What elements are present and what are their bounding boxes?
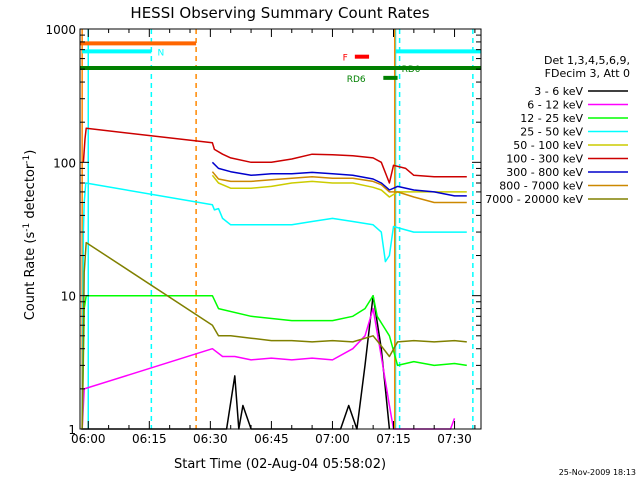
series-line bbox=[81, 182, 467, 430]
flag-labels: N F RD6 RD0 bbox=[157, 48, 420, 85]
y-axis-label-main: Count Rate (s bbox=[23, 232, 38, 321]
y-axis-label-mid: detector bbox=[23, 163, 38, 223]
y-tick-label: 1000 bbox=[45, 23, 76, 37]
plot-frame bbox=[79, 28, 482, 430]
series-line bbox=[81, 294, 391, 430]
legend-label: 6 - 12 keV bbox=[527, 99, 583, 112]
y-axis-label-sup2: -1 bbox=[22, 155, 32, 164]
x-tick-label: 06:00 bbox=[71, 432, 106, 446]
legend-label: 800 - 7000 keV bbox=[499, 180, 583, 193]
legend-label: 3 - 6 keV bbox=[534, 85, 583, 98]
legend-label: 25 - 50 keV bbox=[520, 126, 583, 139]
chart-title: HESSI Observing Summary Count Rates bbox=[130, 4, 429, 22]
legend: Det 1,3,4,5,6,9, FDecim 3, Att 0 3 - 6 k… bbox=[485, 54, 630, 206]
x-tick-label: 06:30 bbox=[193, 432, 228, 446]
legend-label: 300 - 800 keV bbox=[506, 166, 583, 179]
y-tick-label: 100 bbox=[53, 156, 76, 170]
y-axis-label: Count Rate (s-1 detector-1) bbox=[22, 150, 38, 321]
legend-label: 100 - 300 keV bbox=[506, 153, 583, 166]
series-line bbox=[211, 161, 467, 197]
series-line bbox=[211, 174, 467, 198]
series-line bbox=[81, 294, 467, 430]
flag-label: F bbox=[343, 54, 348, 64]
axis-ticks: 06:00 06:15 06:30 06:45 07:00 07:15 07:30 1 10 10… bbox=[45, 23, 481, 446]
flag-label: RD0 bbox=[402, 65, 421, 75]
y-tick-label: 10 bbox=[61, 290, 76, 304]
flag-label: RD6 bbox=[347, 75, 366, 85]
x-axis-label: Start Time (02-Aug-04 05:58:02) bbox=[174, 457, 386, 472]
series-line bbox=[81, 307, 456, 430]
x-tick-label: 07:30 bbox=[437, 432, 472, 446]
plot-lines bbox=[80, 29, 481, 430]
series-line bbox=[82, 127, 467, 184]
x-tick-label: 07:15 bbox=[376, 432, 411, 446]
y-axis-label-sup1: -1 bbox=[22, 223, 32, 232]
y-axis-label-end: ) bbox=[23, 150, 38, 155]
x-tick-label: 06:45 bbox=[254, 432, 289, 446]
legend-label: 7000 - 20000 keV bbox=[485, 193, 583, 206]
x-tick-label: 06:15 bbox=[132, 432, 167, 446]
legend-label: 50 - 100 keV bbox=[513, 139, 583, 152]
series-line bbox=[81, 241, 467, 430]
flag-label: N bbox=[157, 48, 164, 58]
timestamp: 25-Nov-2009 18:13 bbox=[559, 468, 636, 477]
legend-header-1: Det 1,3,4,5,6,9, bbox=[544, 54, 630, 67]
legend-header-2: FDecim 3, Att 0 bbox=[545, 67, 630, 80]
x-tick-label: 07:00 bbox=[315, 432, 350, 446]
legend-label: 12 - 25 keV bbox=[520, 112, 583, 125]
y-tick-label: 1 bbox=[68, 423, 76, 437]
series-line bbox=[211, 171, 467, 204]
